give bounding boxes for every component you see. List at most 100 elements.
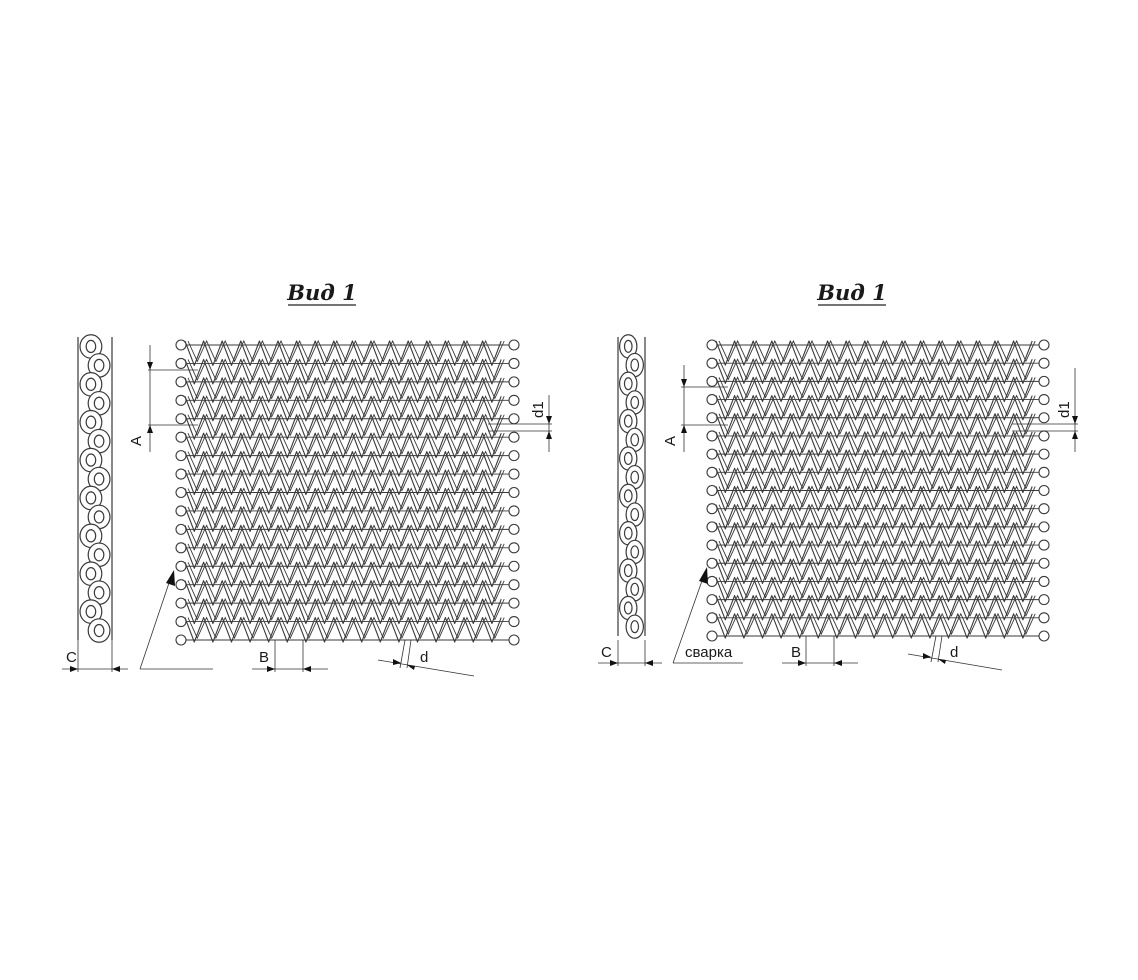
rod-end-left <box>175 450 187 462</box>
spiral-wire-inner <box>718 521 1036 545</box>
spiral-wire-inner <box>187 468 505 492</box>
rod-end-right <box>1038 394 1050 406</box>
spiral-wire <box>184 432 502 459</box>
chain-link-inner <box>93 623 105 638</box>
dimension-a-label: A <box>128 436 145 446</box>
dimension-c: C <box>62 640 128 672</box>
weld-leader <box>139 570 213 670</box>
spiral-wire-inner <box>718 576 1036 599</box>
rod-end-right <box>1038 466 1050 478</box>
rod-end-left <box>706 539 718 551</box>
chain-link-inner <box>630 620 640 634</box>
spiral-wire-inner <box>187 542 505 566</box>
chain-link-inner <box>623 564 633 578</box>
rod-end-right <box>508 376 520 388</box>
spiral-wire-inner <box>718 485 1036 508</box>
rod-end-right <box>508 486 520 499</box>
rod-end-right <box>508 339 520 351</box>
rod-end-left <box>706 630 718 642</box>
spiral-wire-inner <box>187 579 505 603</box>
rod-end-left <box>175 579 187 591</box>
spiral-wire <box>184 469 502 496</box>
rod-end-left <box>175 597 187 609</box>
dimension-a: A <box>128 345 198 452</box>
chain-link-inner <box>630 582 640 596</box>
side-view-chain <box>617 334 646 639</box>
rod-end-left <box>175 431 187 443</box>
chain-link-inner <box>85 567 97 581</box>
spiral-wire <box>715 576 1033 603</box>
spiral-wire <box>184 598 502 625</box>
rod-end-right <box>508 542 520 554</box>
spiral-wire-inner <box>718 376 1036 399</box>
chain-link-inner <box>630 358 640 372</box>
weld-label: сварка <box>685 644 733 661</box>
rod-end-right <box>508 450 520 462</box>
rod-end-right <box>1038 339 1050 351</box>
spiral-wire <box>715 504 1033 530</box>
rod-end-left <box>175 394 187 406</box>
rod-end-left <box>175 634 187 646</box>
dimension-c: C <box>598 640 662 666</box>
spiral-wire <box>184 340 502 366</box>
rod-end-right <box>1038 612 1050 624</box>
chain-link-inner <box>623 377 633 391</box>
spiral-wire-inner <box>718 503 1036 526</box>
chain-link-inner <box>623 601 633 615</box>
rod-end-left <box>706 448 718 460</box>
spiral-wire <box>715 449 1033 475</box>
spiral-wire-inner <box>187 524 505 547</box>
rod-end-right <box>508 579 520 591</box>
rod-end-right <box>1038 539 1050 551</box>
rod-end-left <box>706 412 718 424</box>
view-title: Вид 1 <box>816 280 887 305</box>
rod-end-left <box>706 575 718 587</box>
chain-link-inner <box>623 451 633 466</box>
spiral-wire <box>184 524 502 551</box>
rod-end-left <box>706 339 718 351</box>
chain-link-inner <box>93 510 105 524</box>
rod-end-right <box>1038 412 1050 424</box>
dimension-d: d <box>907 635 1003 671</box>
rod-end-left <box>706 594 718 606</box>
chain-link-inner <box>85 453 97 467</box>
spiral-wire-inner <box>718 612 1036 636</box>
spiral-wire-inner <box>187 505 505 529</box>
chain-link-inner <box>623 489 633 503</box>
chain-link-inner <box>623 414 633 428</box>
rod-end-right <box>508 431 520 443</box>
spiral-wire <box>715 358 1033 384</box>
spiral-wire <box>715 558 1033 584</box>
spiral-wire <box>184 561 502 588</box>
spiral-wire <box>715 376 1033 403</box>
spiral-wire <box>715 413 1033 439</box>
chain-link-inner <box>85 604 97 619</box>
chain-link-inner <box>85 415 97 429</box>
rod-end-left <box>175 616 187 628</box>
rod-end-right <box>1038 375 1050 387</box>
rod-end-left <box>175 542 187 554</box>
rod-end-left <box>175 560 187 572</box>
spiral-wire-inner <box>187 450 505 474</box>
spiral-wire <box>715 595 1033 621</box>
spiral-wire <box>715 340 1033 366</box>
view-1: Вид 1 A d1 C <box>62 280 552 677</box>
spiral-wire-inner <box>187 561 505 584</box>
rod-end-right <box>1038 557 1050 569</box>
chain-link-inner <box>630 507 640 522</box>
spiral-wire <box>715 613 1033 639</box>
spiral-wire-inner <box>187 413 505 437</box>
rod-end-right <box>1038 448 1050 460</box>
spiral-wire-inner <box>718 539 1036 563</box>
spiral-wire <box>184 580 502 606</box>
dimension-d1: d1 <box>1012 368 1078 452</box>
chain-link-inner <box>85 339 97 354</box>
spiral-wire-inner <box>187 598 505 621</box>
chain-link-inner <box>93 472 105 486</box>
spiral-wire-inner <box>718 430 1036 454</box>
spiral-wire-inner <box>718 358 1036 381</box>
chain-link-inner <box>85 529 97 543</box>
rod-end-left <box>706 357 718 369</box>
spiral-wire-inner <box>718 467 1036 490</box>
spiral-wire-inner <box>187 395 505 418</box>
